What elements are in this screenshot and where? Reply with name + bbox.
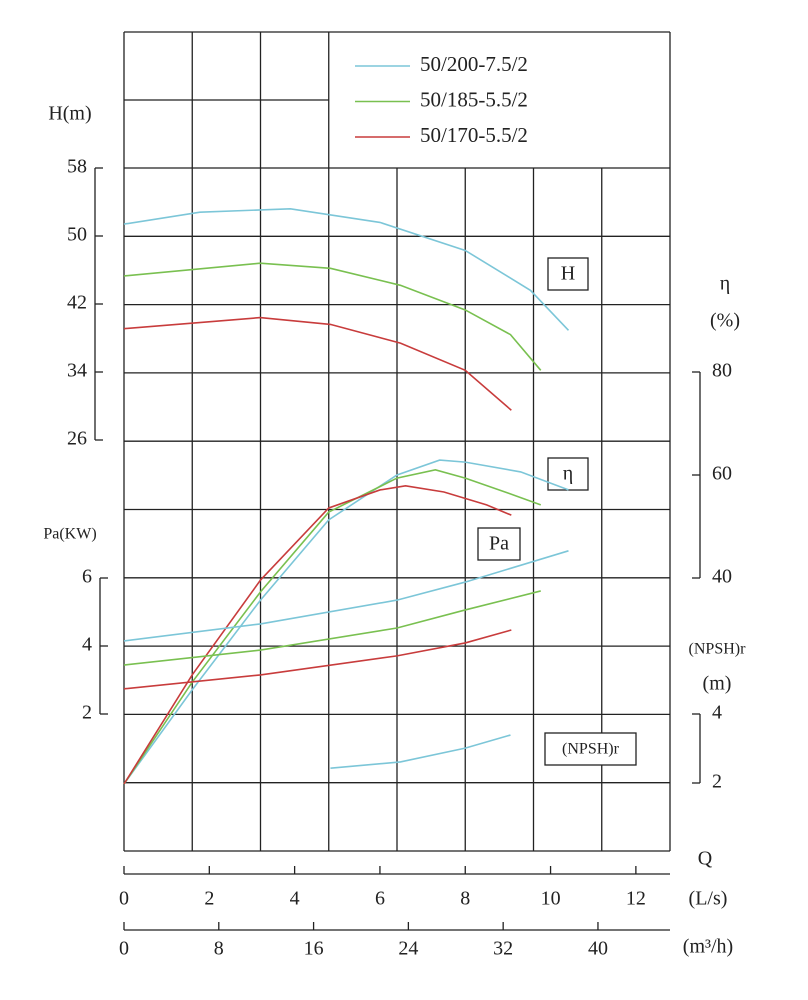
x-axis-label: Q [698, 848, 713, 870]
x-tick-label: 4 [290, 888, 300, 910]
panel-label: (NPSH)r [562, 741, 620, 758]
x2-tick-label: 24 [398, 938, 418, 960]
y-tick-label: 6 [82, 566, 92, 588]
x2-tick-label: 32 [493, 938, 513, 960]
x-tick-label: 0 [119, 888, 129, 910]
y-tick-label: 4 [82, 634, 92, 656]
panel-label: Pa [489, 533, 509, 555]
x-tick-label: 10 [541, 888, 561, 910]
y-tick-label: 2 [82, 702, 92, 724]
curve [123, 469, 542, 785]
panel-label: H [561, 263, 575, 285]
y-tick-label: 26 [67, 428, 87, 450]
x-tick-label: 6 [375, 888, 385, 910]
legend-label: 50/170-5.5/2 [420, 123, 528, 147]
y-axis-label: H(m) [48, 103, 91, 125]
y-tick-label: 60 [712, 463, 732, 485]
y-axis-label: Pa(KW) [43, 526, 96, 543]
curve [123, 550, 569, 642]
x2-tick-label: 8 [214, 938, 224, 960]
y-tick-label: 4 [712, 702, 722, 724]
curve [123, 590, 541, 666]
x-axis-unit: (L/s) [689, 888, 728, 910]
x2-tick-label: 0 [119, 938, 129, 960]
panel-label: η [563, 463, 573, 485]
curve [330, 734, 511, 769]
y-tick-label: 58 [67, 156, 87, 178]
y-tick-label: 40 [712, 566, 732, 588]
y-tick-label: 80 [712, 360, 732, 382]
y-axis-unit: (m) [703, 673, 732, 695]
x2-tick-label: 40 [588, 938, 608, 960]
y-axis-unit: (%) [710, 310, 740, 332]
panel-label-box [547, 257, 589, 291]
legend-label: 50/200-7.5/2 [420, 52, 528, 76]
y-tick-label: 42 [67, 292, 87, 314]
y-axis-label: (NPSH)r [689, 641, 747, 658]
curve [123, 485, 512, 785]
y-tick-label: 50 [67, 224, 87, 246]
y-tick-label: 2 [712, 771, 722, 793]
curve [123, 629, 512, 690]
y-tick-label: 34 [67, 360, 87, 382]
panel-label-box [544, 732, 637, 766]
curve [123, 207, 570, 331]
x-tick-label: 12 [626, 888, 646, 910]
x2-axis-unit: (m³/h) [683, 936, 733, 958]
curve [123, 262, 542, 371]
curve [123, 316, 512, 411]
x2-tick-label: 16 [304, 938, 324, 960]
y-axis-label: η [720, 273, 730, 295]
x-tick-label: 2 [204, 888, 214, 910]
panel-label-box [477, 527, 521, 561]
legend-label: 50/185-5.5/2 [420, 87, 528, 111]
x-tick-label: 8 [460, 888, 470, 910]
curve [123, 459, 569, 785]
